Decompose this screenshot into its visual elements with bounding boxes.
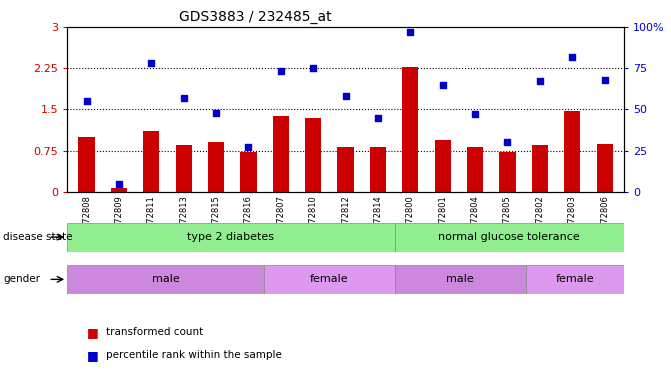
Bar bbox=[305, 118, 321, 192]
Bar bbox=[499, 152, 515, 192]
Point bbox=[372, 115, 383, 121]
Bar bbox=[240, 152, 256, 192]
Point bbox=[470, 111, 480, 118]
Text: disease state: disease state bbox=[3, 232, 73, 242]
Point bbox=[567, 53, 578, 60]
Text: gender: gender bbox=[3, 274, 40, 285]
Bar bbox=[526, 265, 624, 294]
Point bbox=[437, 82, 448, 88]
Text: male: male bbox=[152, 274, 179, 285]
Text: ■: ■ bbox=[87, 349, 99, 362]
Bar bbox=[264, 265, 395, 294]
Text: ■: ■ bbox=[87, 326, 99, 339]
Bar bbox=[79, 137, 95, 192]
Text: percentile rank within the sample: percentile rank within the sample bbox=[106, 350, 282, 360]
Bar bbox=[395, 265, 526, 294]
Text: transformed count: transformed count bbox=[106, 327, 203, 337]
Point bbox=[146, 60, 156, 66]
Text: female: female bbox=[310, 274, 348, 285]
Point bbox=[535, 78, 546, 84]
Bar bbox=[370, 147, 386, 192]
Point bbox=[113, 181, 124, 187]
Bar bbox=[272, 116, 289, 192]
Text: GDS3883 / 232485_at: GDS3883 / 232485_at bbox=[178, 10, 331, 23]
Point bbox=[81, 98, 92, 104]
Bar bbox=[67, 265, 264, 294]
Bar bbox=[395, 223, 624, 252]
Bar bbox=[143, 131, 160, 192]
Bar bbox=[176, 145, 192, 192]
Bar bbox=[208, 142, 224, 192]
Bar bbox=[467, 147, 483, 192]
Point bbox=[340, 93, 351, 99]
Text: male: male bbox=[446, 274, 474, 285]
Text: female: female bbox=[556, 274, 595, 285]
Point bbox=[178, 95, 189, 101]
Bar bbox=[597, 144, 613, 192]
Text: type 2 diabetes: type 2 diabetes bbox=[187, 232, 274, 242]
Bar bbox=[435, 140, 451, 192]
Bar bbox=[338, 147, 354, 192]
Point bbox=[599, 77, 610, 83]
Point bbox=[275, 68, 286, 74]
Point bbox=[502, 139, 513, 146]
Point bbox=[405, 29, 416, 35]
Bar bbox=[531, 145, 548, 192]
Bar bbox=[111, 188, 127, 192]
Bar bbox=[564, 111, 580, 192]
Bar bbox=[402, 66, 419, 192]
Point bbox=[243, 144, 254, 151]
Point bbox=[308, 65, 319, 71]
Text: normal glucose tolerance: normal glucose tolerance bbox=[438, 232, 580, 242]
Bar bbox=[67, 223, 395, 252]
Point bbox=[211, 110, 221, 116]
